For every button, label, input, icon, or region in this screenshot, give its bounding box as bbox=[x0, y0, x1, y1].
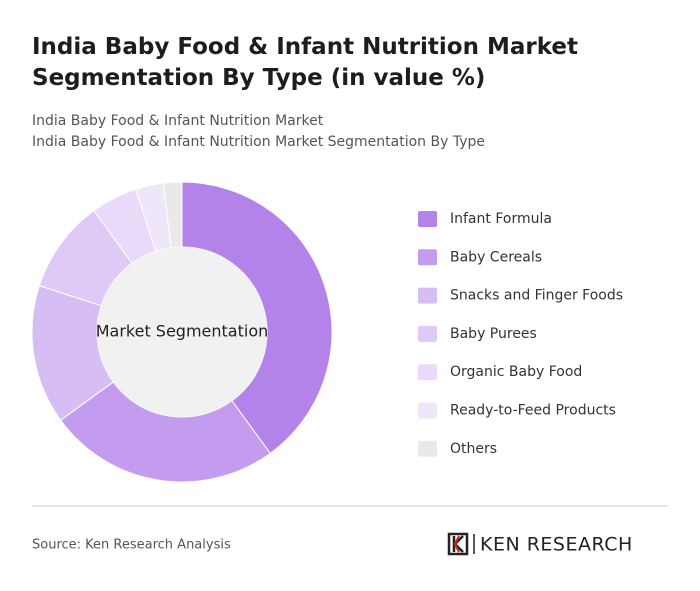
subtitle: India Baby Food & Infant Nutrition Marke… bbox=[32, 113, 324, 129]
legend-label: Baby Purees bbox=[450, 326, 537, 342]
legend-swatch bbox=[418, 364, 437, 381]
legend-swatch bbox=[418, 211, 437, 227]
legend-label: Infant Formula bbox=[450, 211, 552, 227]
legend-swatch bbox=[418, 440, 437, 457]
legend-swatch bbox=[418, 287, 437, 304]
chart-title: India Baby Food & Infant Nutrition Marke… bbox=[32, 34, 579, 91]
legend-label: Baby Cereals bbox=[450, 249, 542, 265]
brand: KEN RESEARCH bbox=[480, 534, 633, 556]
brand-logo bbox=[447, 532, 475, 556]
legend-swatch bbox=[418, 325, 437, 342]
donut-center bbox=[97, 247, 267, 417]
legend-label: Organic Baby Food bbox=[450, 364, 582, 380]
subtitle: India Baby Food & Infant Nutrition Marke… bbox=[32, 134, 485, 150]
source: Source: Ken Research Analysis bbox=[32, 538, 231, 553]
legend-swatch bbox=[418, 402, 437, 419]
legend-label: Ready-to-Feed Products bbox=[450, 403, 616, 419]
legend-label: Snacks and Finger Foods bbox=[450, 288, 623, 304]
center-label: Market Segmentation bbox=[96, 322, 269, 341]
legend-label: Others bbox=[450, 441, 497, 457]
legend-swatch bbox=[418, 249, 437, 266]
